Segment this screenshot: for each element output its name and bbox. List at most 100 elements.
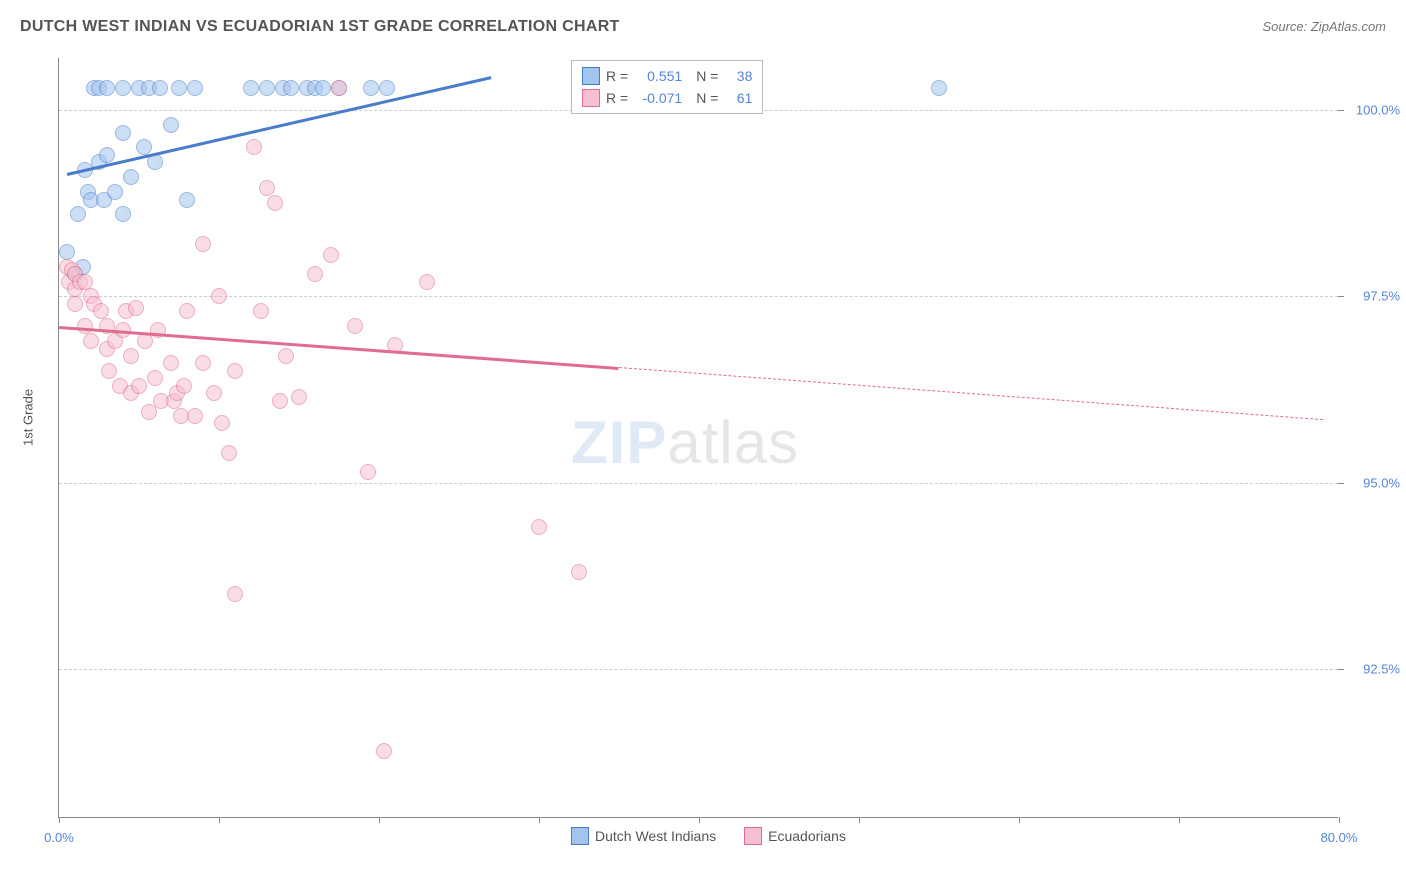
legend-item: Ecuadorians <box>744 827 846 845</box>
y-tick-label: 100.0% <box>1344 103 1400 118</box>
x-tick <box>859 817 860 823</box>
data-point <box>83 333 99 349</box>
legend-r-value: -0.071 <box>634 90 682 106</box>
data-point <box>315 80 331 96</box>
plot-area: ZIPatlas 92.5%95.0%97.5%100.0%0.0%80.0%R… <box>58 58 1338 818</box>
data-point <box>195 236 211 252</box>
data-point <box>115 125 131 141</box>
data-point <box>227 363 243 379</box>
data-point <box>307 266 323 282</box>
data-point <box>141 404 157 420</box>
data-point <box>259 80 275 96</box>
data-point <box>376 743 392 759</box>
data-point <box>115 80 131 96</box>
data-point <box>107 184 123 200</box>
gridline <box>59 296 1338 297</box>
data-point <box>419 274 435 290</box>
legend-row: R =-0.071N =61 <box>582 87 752 109</box>
data-point <box>131 378 147 394</box>
x-tick <box>219 817 220 823</box>
data-point <box>59 244 75 260</box>
legend-r-label: R = <box>606 90 628 106</box>
data-point <box>221 445 237 461</box>
legend-n-label: N = <box>696 90 718 106</box>
data-point <box>123 169 139 185</box>
data-point <box>253 303 269 319</box>
data-point <box>227 586 243 602</box>
legend-row: R =0.551N =38 <box>582 65 752 87</box>
legend-series-name: Dutch West Indians <box>595 828 716 844</box>
legend-swatch <box>582 89 600 107</box>
legend-n-label: N = <box>696 68 718 84</box>
data-point <box>272 393 288 409</box>
data-point <box>331 80 347 96</box>
data-point <box>179 192 195 208</box>
chart-title: DUTCH WEST INDIAN VS ECUADORIAN 1ST GRAD… <box>20 18 620 36</box>
data-point <box>152 80 168 96</box>
data-point <box>347 318 363 334</box>
data-point <box>214 415 230 431</box>
legend-r-value: 0.551 <box>634 68 682 84</box>
chart-source: Source: ZipAtlas.com <box>1262 19 1386 34</box>
x-tick-label: 80.0% <box>1321 830 1358 845</box>
data-point <box>99 80 115 96</box>
data-point <box>360 464 376 480</box>
y-axis-label: 1st Grade <box>21 389 36 446</box>
data-point <box>283 80 299 96</box>
data-point <box>278 348 294 364</box>
data-point <box>99 147 115 163</box>
watermark-atlas: atlas <box>667 409 799 476</box>
x-tick-label: 0.0% <box>44 830 74 845</box>
x-tick <box>379 817 380 823</box>
legend-series-name: Ecuadorians <box>768 828 846 844</box>
x-tick <box>1179 817 1180 823</box>
watermark-zip: ZIP <box>571 409 667 476</box>
data-point <box>571 564 587 580</box>
x-tick <box>699 817 700 823</box>
x-tick <box>59 817 60 823</box>
x-tick <box>539 817 540 823</box>
data-point <box>101 363 117 379</box>
data-point <box>243 80 259 96</box>
series-legend: Dutch West Indians Ecuadorians <box>571 827 846 845</box>
correlation-legend: R =0.551N =38R =-0.071N =61 <box>571 60 763 114</box>
data-point <box>379 80 395 96</box>
data-point <box>179 303 195 319</box>
legend-swatch <box>744 827 762 845</box>
data-point <box>171 80 187 96</box>
data-point <box>115 206 131 222</box>
gridline <box>59 669 1338 670</box>
y-tick <box>1338 296 1344 297</box>
data-point <box>291 389 307 405</box>
y-tick-label: 97.5% <box>1344 289 1400 304</box>
data-point <box>176 378 192 394</box>
data-point <box>187 80 203 96</box>
data-point <box>267 195 283 211</box>
data-point <box>531 519 547 535</box>
legend-swatch <box>571 827 589 845</box>
data-point <box>77 274 93 290</box>
y-tick-label: 92.5% <box>1344 661 1400 676</box>
data-point <box>163 117 179 133</box>
data-point <box>163 355 179 371</box>
data-point <box>137 333 153 349</box>
y-tick-label: 95.0% <box>1344 475 1400 490</box>
data-point <box>93 303 109 319</box>
data-point <box>67 296 83 312</box>
data-point <box>77 318 93 334</box>
data-point <box>187 408 203 424</box>
data-point <box>931 80 947 96</box>
legend-r-label: R = <box>606 68 628 84</box>
data-point <box>195 355 211 371</box>
legend-swatch <box>582 67 600 85</box>
data-point <box>363 80 379 96</box>
y-tick <box>1338 483 1344 484</box>
y-tick <box>1338 669 1344 670</box>
x-tick <box>1339 817 1340 823</box>
data-point <box>206 385 222 401</box>
chart-header: DUTCH WEST INDIAN VS ECUADORIAN 1ST GRAD… <box>20 18 1386 36</box>
data-point <box>128 300 144 316</box>
gridline <box>59 483 1338 484</box>
x-tick <box>1019 817 1020 823</box>
data-point <box>323 247 339 263</box>
